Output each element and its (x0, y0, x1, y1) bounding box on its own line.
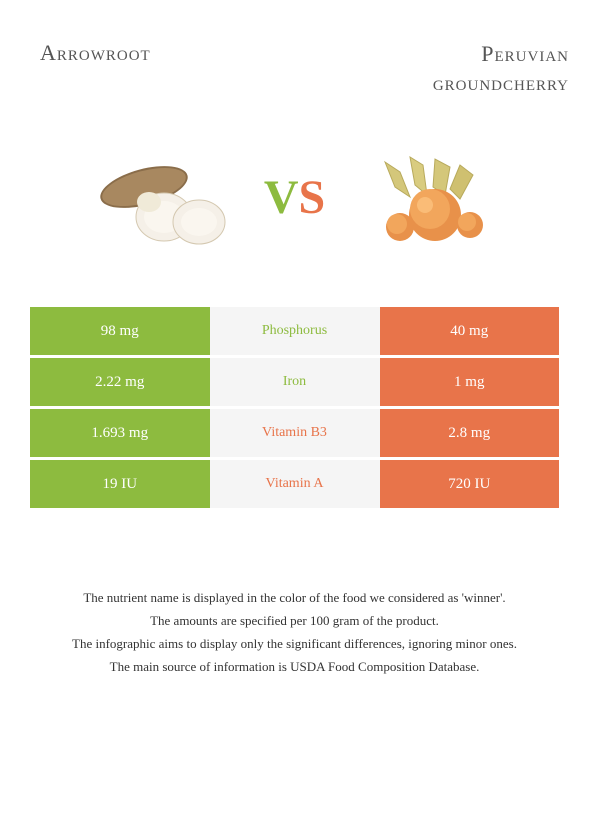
cell-left-value: 2.22 mg (30, 358, 210, 406)
table-row: 1.693 mg Vitamin B3 2.8 mg (30, 409, 559, 457)
food-right-line2: groundcherry (433, 70, 569, 95)
table-row: 2.22 mg Iron 1 mg (30, 358, 559, 406)
vs-section: VS (0, 137, 589, 257)
cell-left-value: 19 IU (30, 460, 210, 508)
footnote-3: The infographic aims to display only the… (30, 634, 559, 655)
cell-right-value: 2.8 mg (380, 409, 560, 457)
table-row: 19 IU Vitamin A 720 IU (30, 460, 559, 508)
cell-left-value: 1.693 mg (30, 409, 210, 457)
vs-label: VS (264, 170, 325, 225)
comparison-table: 98 mg Phosphorus 40 mg 2.22 mg Iron 1 mg… (30, 307, 559, 508)
food-right-title: Peruvian groundcherry (305, 40, 570, 97)
footnote-4: The main source of information is USDA F… (30, 657, 559, 678)
header-section: Arrowroot Peruvian groundcherry (0, 0, 589, 107)
cell-nutrient: Vitamin B3 (210, 409, 380, 457)
cell-left-value: 98 mg (30, 307, 210, 355)
vs-s-letter: S (298, 171, 325, 224)
food-left-title: Arrowroot (40, 40, 305, 66)
table-row: 98 mg Phosphorus 40 mg (30, 307, 559, 355)
arrowroot-image (94, 137, 234, 257)
groundcherry-image (355, 137, 495, 257)
footnote-2: The amounts are specified per 100 gram o… (30, 611, 559, 632)
cell-nutrient: Iron (210, 358, 380, 406)
cell-nutrient: Vitamin A (210, 460, 380, 508)
cell-right-value: 40 mg (380, 307, 560, 355)
footnote-1: The nutrient name is displayed in the co… (30, 588, 559, 609)
cell-right-value: 720 IU (380, 460, 560, 508)
footnotes-section: The nutrient name is displayed in the co… (0, 588, 589, 677)
cell-right-value: 1 mg (380, 358, 560, 406)
vs-v-letter: V (264, 171, 299, 224)
food-right-line1: Peruvian (481, 41, 569, 66)
cell-nutrient: Phosphorus (210, 307, 380, 355)
